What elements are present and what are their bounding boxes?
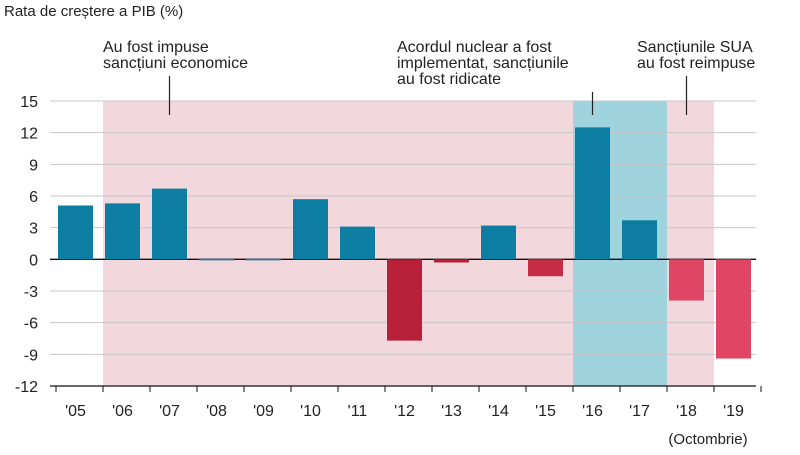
bar-12 — [387, 259, 422, 341]
annotation-text: au fost ridicate — [397, 71, 501, 88]
x-tick-label: '05 — [65, 403, 86, 420]
x-tick-label: '19 — [723, 403, 744, 420]
x-tick-label: '18 — [676, 403, 697, 420]
annotation-text: sancțiuni economice — [103, 55, 248, 72]
bar-10 — [293, 199, 328, 260]
x-tick-label: '13 — [441, 403, 462, 420]
x-tick-label: '07 — [159, 403, 180, 420]
y-tick-label: -3 — [24, 284, 38, 301]
y-tick-label: 6 — [29, 189, 38, 206]
y-tick-label: -12 — [15, 379, 38, 396]
x-axis-note: (Octombrie) — [668, 431, 747, 448]
bar-16 — [575, 127, 610, 260]
x-tick-label: '15 — [535, 403, 556, 420]
x-tick-label: '10 — [300, 403, 321, 420]
bar-17 — [622, 220, 657, 260]
x-tick-label: '17 — [629, 403, 650, 420]
x-tick-label: '12 — [394, 403, 415, 420]
bar-13 — [434, 259, 469, 263]
axis-layer: 15 12 9 6 3 0 -3 -6 -9 -12 '05 '06 '07 '08 '09 '10 '11 '1… — [15, 94, 762, 420]
bar-07 — [152, 188, 187, 260]
annotation-text: Sancțiunile SUA — [637, 39, 753, 56]
bar-08 — [199, 258, 234, 261]
annotation-text: Acordul nuclear a fost — [397, 39, 552, 56]
annotation-text: Au fost impuse — [103, 39, 209, 56]
annotation-text: implementat, sancțiunile — [397, 55, 569, 72]
bar-layer — [58, 127, 751, 359]
y-tick-label: 9 — [29, 157, 38, 174]
x-tick-label: '08 — [206, 403, 227, 420]
x-tick-label: '11 — [348, 403, 368, 420]
y-tick-label: -9 — [24, 347, 38, 364]
x-tick-label: '16 — [582, 403, 603, 420]
x-tick-label: '09 — [253, 403, 274, 420]
y-axis-label: Rata de creștere a PIB (%) — [4, 3, 183, 20]
bar-19 — [716, 259, 751, 359]
bar-18 — [669, 259, 704, 301]
bar-14 — [481, 225, 516, 260]
x-tick-label: '14 — [488, 403, 509, 420]
bar-06 — [105, 203, 140, 260]
bar-09 — [246, 258, 281, 261]
bar-11 — [340, 226, 375, 260]
y-tick-label: 3 — [29, 221, 38, 238]
y-tick-label: -6 — [24, 316, 38, 333]
bar-15 — [528, 259, 563, 277]
y-tick-label: 15 — [20, 94, 38, 111]
bar-05 — [58, 205, 93, 260]
y-tick-label: 12 — [20, 126, 38, 143]
x-tick-label: '06 — [112, 403, 133, 420]
annotation-text: au fost reimpuse — [637, 55, 755, 72]
y-tick-label: 0 — [29, 252, 38, 269]
